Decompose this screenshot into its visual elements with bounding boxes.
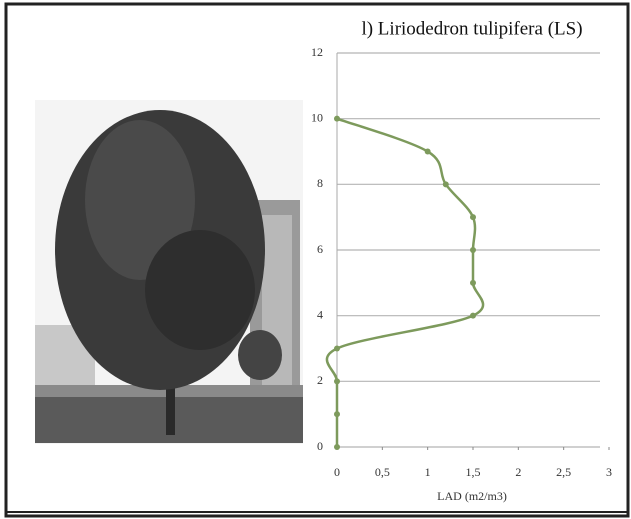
x-tick-label: 0,5 bbox=[375, 465, 390, 479]
y-tick-label: 8 bbox=[317, 176, 323, 190]
point bbox=[470, 247, 476, 253]
tree-photo bbox=[35, 100, 303, 444]
point bbox=[470, 279, 476, 286]
y-tick-label: 12 bbox=[311, 45, 323, 59]
x-tick-label: 1 bbox=[425, 465, 431, 479]
chart-title: l) Liriodedron tulipifera (LS) bbox=[361, 18, 582, 39]
y-tick-label: 0 bbox=[317, 439, 323, 453]
point bbox=[334, 115, 340, 122]
point bbox=[442, 181, 449, 188]
point bbox=[334, 345, 340, 352]
x-tick-label: 2 bbox=[515, 465, 521, 479]
point bbox=[334, 411, 340, 418]
point bbox=[334, 444, 340, 450]
point bbox=[470, 214, 476, 221]
point bbox=[424, 148, 431, 155]
x-tick-label: 2,5 bbox=[556, 465, 571, 479]
y-tick-label: 2 bbox=[317, 373, 323, 387]
x-axis-label: LAD (m2/m3) bbox=[437, 489, 507, 503]
point bbox=[470, 312, 476, 319]
y-tick-label: 4 bbox=[317, 307, 323, 321]
x-tick-label: 3 bbox=[606, 465, 612, 479]
y-tick-label: 10 bbox=[311, 110, 323, 124]
x-tick-label: 0 bbox=[334, 465, 340, 479]
frame bbox=[4, 2, 630, 518]
x-tick-label: 1,5 bbox=[466, 465, 481, 479]
point bbox=[334, 378, 340, 385]
y-tick-label: 6 bbox=[317, 242, 323, 256]
